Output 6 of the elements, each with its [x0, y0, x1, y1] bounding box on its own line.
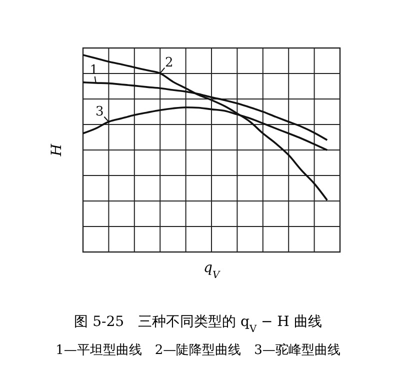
series-label: 3	[96, 104, 104, 120]
legend-label: 2	[164, 55, 174, 70]
x-axis-title: q$_{V}$	[203, 260, 220, 280]
text: 图 5-25 三种不同类型的 q$_{V}$ − H 曲线	[74, 314, 322, 334]
text: 1—平坦型曲线 2—陡降型曲线 3—驼峰型曲线	[56, 343, 340, 358]
y-axis-title: H	[49, 143, 65, 158]
